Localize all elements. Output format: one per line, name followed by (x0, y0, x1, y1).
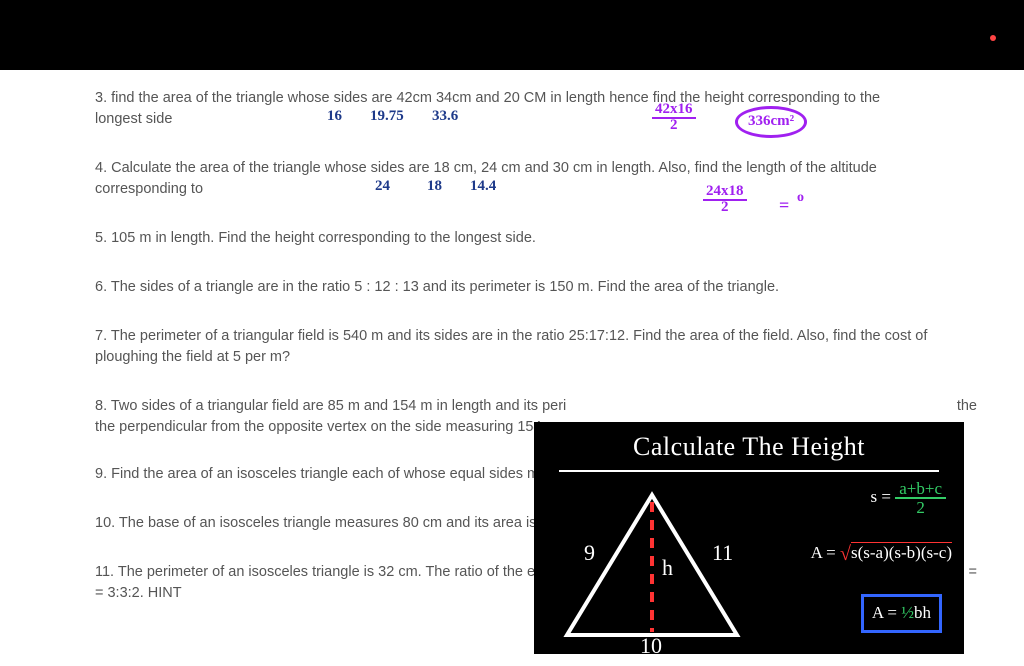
question-text: 6. The sides of a triangle are in the ra… (95, 279, 779, 295)
question-text: 7. The perimeter of a triangular field i… (95, 328, 927, 365)
record-indicator-icon (990, 35, 996, 41)
question-7: 7. The perimeter of a triangular field i… (95, 326, 929, 368)
diagram-title: Calculate The Height (534, 422, 964, 466)
question-text: = 3:3:2. HINT (95, 585, 182, 601)
question-text: 9. Find the area of an isosceles triangl… (95, 466, 575, 482)
worksheet-content: 3. find the area of the triangle whose s… (0, 70, 1024, 666)
annotation-scribble: o (797, 188, 804, 208)
triangle-side-bottom: 10 (640, 630, 662, 662)
annotation-value: 14.4 (470, 176, 496, 198)
formula-numerator: a+b+c (895, 480, 946, 497)
question-text: the perpendicular from the opposite vert… (95, 419, 562, 435)
annotation-equals: = (779, 192, 789, 218)
annotation-value: 24 (375, 176, 390, 198)
circled-answer: 336cm² (735, 106, 807, 138)
question-6: 6. The sides of a triangle are in the ra… (95, 277, 929, 298)
formula-area-boxed: A = ½bh (861, 594, 942, 633)
annotation-result: 336cm² (735, 106, 807, 138)
question-text: 5. 105 m in length. Find the height corr… (95, 230, 536, 246)
annotation-value: 16 (327, 106, 342, 128)
video-top-bar (0, 0, 1024, 70)
title-underline (559, 470, 939, 473)
formula-heron: A = √s(s-a)(s-b)(s-c) (811, 540, 952, 569)
question-4: 4. Calculate the area of the triangle wh… (95, 158, 929, 200)
annotation-value: 19.75 (370, 106, 404, 128)
annotation-value: 33.6 (432, 106, 458, 128)
question-5: 5. 105 m in length. Find the height corr… (95, 228, 929, 249)
question-text-tail: = (969, 562, 977, 583)
triangle-height-label: h (662, 552, 673, 584)
formula-half: ½ (901, 603, 914, 622)
question-text: 11. The perimeter of an isosceles triang… (95, 564, 574, 580)
annotation-value: 18 (427, 176, 442, 198)
question-text: 10. The base of an isosceles triangle me… (95, 515, 576, 531)
formula-diagram-panel: Calculate The Height 9 11 10 h s = a+b+c… (534, 422, 964, 654)
formula-radicand: s(s-a)(s-b)(s-c) (851, 543, 952, 562)
formula-bh: bh (914, 603, 931, 622)
formula-lhs: A = (811, 543, 836, 562)
formula-lhs: A = (872, 603, 897, 622)
triangle-side-right: 11 (712, 537, 733, 569)
fraction-denominator: 2 (667, 117, 681, 133)
question-text: 8. Two sides of a triangular field are 8… (95, 398, 566, 414)
formula-lhs: s = (871, 487, 891, 506)
annotation-fraction: 24x18 2 (703, 184, 747, 219)
annotation-fraction: 42x16 2 (652, 102, 696, 137)
formula-semi-perimeter: s = a+b+c 2 (871, 480, 946, 516)
question-text-tail: the (957, 396, 977, 417)
formula-denominator: 2 (895, 497, 946, 516)
question-3: 3. find the area of the triangle whose s… (95, 88, 929, 130)
fraction-denominator: 2 (718, 199, 732, 215)
triangle-side-left: 9 (584, 537, 595, 569)
